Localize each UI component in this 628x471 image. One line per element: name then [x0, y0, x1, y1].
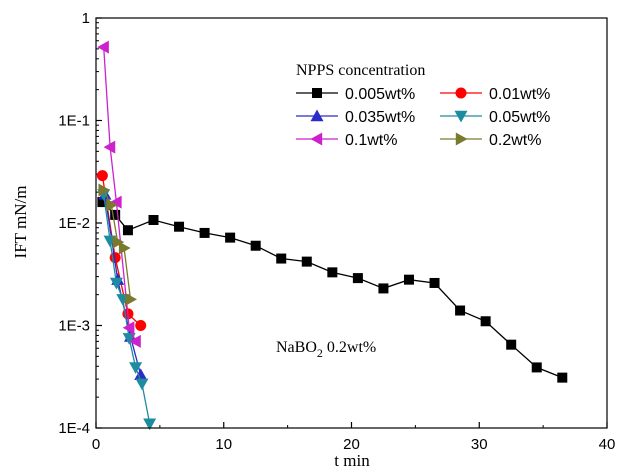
x-tick-labels: 0 10 20 30 40 [92, 436, 616, 453]
y-tick-label: 1E-4 [58, 420, 90, 437]
legend-entry-2: 0.035wt% [296, 109, 415, 126]
series-4 [97, 40, 141, 348]
data-point [143, 418, 157, 431]
legend-entry-5: 0.2wt% [440, 132, 541, 149]
data-point [110, 209, 121, 220]
series-2 [98, 187, 148, 381]
legend-entry-0: 0.005wt% [296, 86, 415, 103]
data-point [96, 170, 108, 182]
data-point [134, 368, 148, 381]
y-tick-label: 1E-1 [58, 113, 90, 130]
data-point [352, 273, 363, 284]
data-point [250, 240, 261, 251]
legend-marker [310, 132, 323, 146]
data-point [125, 292, 137, 306]
data-point [122, 321, 135, 335]
legend-entry-1: 0.01wt% [440, 86, 550, 103]
data-point [135, 378, 149, 391]
data-point [109, 277, 123, 290]
y-tick-label: 1E-3 [58, 318, 90, 335]
data-point [148, 214, 159, 225]
y-tick-labels: 1E-4 1E-3 1E-2 1E-1 1 [58, 10, 90, 437]
data-point [276, 253, 287, 264]
data-point [118, 241, 131, 255]
data-point [97, 197, 108, 208]
data-point [378, 283, 389, 294]
legend-label: 0.05wt% [489, 109, 550, 126]
legend-label: 0.01wt% [489, 86, 550, 103]
data-point [112, 235, 125, 249]
legend-marker [310, 109, 324, 122]
series-5 [98, 183, 137, 306]
data-point [98, 183, 111, 197]
legend-label: 0.2wt% [489, 132, 541, 149]
legend-label: 0.1wt% [345, 132, 397, 149]
legend-title: NPPS concentration [296, 62, 425, 79]
annotation-main: NaBO [276, 339, 317, 356]
data-point [135, 320, 147, 331]
data-point [122, 225, 133, 236]
legend-label: 0.035wt% [345, 109, 415, 126]
series-layer [96, 40, 568, 431]
plot-frame [95, 17, 608, 429]
data-point [327, 267, 338, 278]
legend-marker [455, 132, 468, 146]
legend: NPPS concentration 0.005wt% 0.01wt% 0.035w… [296, 62, 550, 149]
data-point [455, 305, 466, 316]
legend-label: 0.005wt% [345, 86, 415, 103]
data-point [557, 372, 568, 383]
legend-marker [312, 88, 322, 98]
legend-marker [455, 87, 467, 99]
y-tick-label: 1E-2 [58, 215, 90, 232]
data-point [129, 362, 143, 374]
data-point [225, 232, 236, 243]
y-axis-title: IFT mN/m [11, 186, 30, 259]
x-tick-label: 10 [215, 436, 232, 453]
annotation-rest: 0.2wt% [323, 339, 376, 356]
data-point [199, 227, 210, 238]
data-point [403, 274, 414, 285]
data-point [429, 277, 440, 288]
legend-marker [454, 110, 468, 123]
axis-ticks [95, 17, 608, 429]
annotation: NaBO2 0.2wt% [276, 339, 376, 360]
legend-entry-3: 0.05wt% [440, 109, 550, 126]
data-point [301, 256, 312, 267]
x-axis-title: t min [334, 451, 370, 470]
x-tick-label: 30 [471, 436, 488, 453]
annotation-subscript: 2 [317, 346, 323, 360]
data-point [174, 221, 185, 232]
data-point [531, 362, 542, 373]
data-point [97, 40, 109, 54]
data-point [129, 334, 141, 348]
data-point [480, 316, 491, 327]
x-tick-label: 40 [599, 436, 616, 453]
x-tick-label: 0 [92, 436, 100, 453]
data-point [506, 339, 517, 350]
series-0 [97, 197, 568, 383]
x-tick-label: 20 [343, 436, 360, 453]
data-point [106, 198, 118, 212]
data-point [109, 195, 122, 209]
y-tick-label: 1 [82, 10, 90, 27]
data-point [103, 140, 116, 154]
legend-entry-4: 0.1wt% [296, 132, 397, 149]
